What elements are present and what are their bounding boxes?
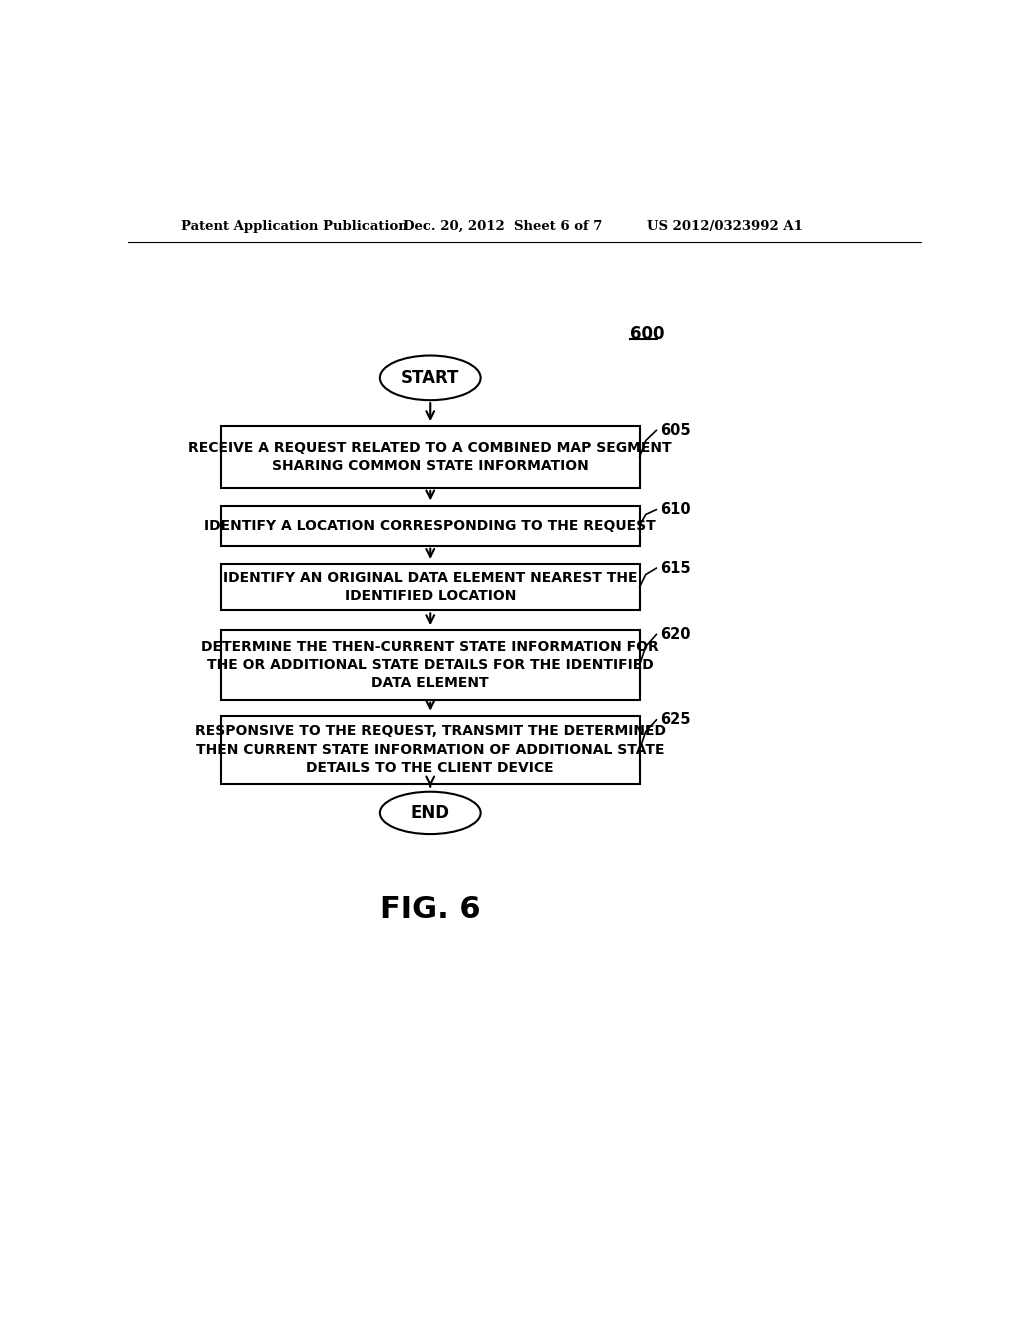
Text: IDENTIFY AN ORIGINAL DATA ELEMENT NEAREST THE
IDENTIFIED LOCATION: IDENTIFY AN ORIGINAL DATA ELEMENT NEARES…: [223, 572, 638, 603]
Text: FIG. 6: FIG. 6: [380, 895, 480, 924]
Text: END: END: [411, 804, 450, 822]
Text: 610: 610: [659, 502, 690, 517]
Text: 605: 605: [659, 422, 690, 438]
Text: 600: 600: [630, 325, 665, 343]
Text: 615: 615: [659, 561, 690, 576]
Text: START: START: [401, 368, 460, 387]
Text: Dec. 20, 2012  Sheet 6 of 7: Dec. 20, 2012 Sheet 6 of 7: [403, 219, 602, 232]
Text: Patent Application Publication: Patent Application Publication: [180, 219, 408, 232]
Text: US 2012/0323992 A1: US 2012/0323992 A1: [647, 219, 803, 232]
Text: RESPONSIVE TO THE REQUEST, TRANSMIT THE DETERMINED
THEN CURRENT STATE INFORMATIO: RESPONSIVE TO THE REQUEST, TRANSMIT THE …: [195, 725, 666, 775]
Text: 620: 620: [659, 627, 690, 642]
Text: DETERMINE THE THEN-CURRENT STATE INFORMATION FOR
THE OR ADDITIONAL STATE DETAILS: DETERMINE THE THEN-CURRENT STATE INFORMA…: [202, 640, 659, 690]
Text: RECEIVE A REQUEST RELATED TO A COMBINED MAP SEGMENT
SHARING COMMON STATE INFORMA: RECEIVE A REQUEST RELATED TO A COMBINED …: [188, 441, 672, 474]
Text: 625: 625: [659, 713, 690, 727]
Text: IDENTIFY A LOCATION CORRESPONDING TO THE REQUEST: IDENTIFY A LOCATION CORRESPONDING TO THE…: [205, 519, 656, 533]
